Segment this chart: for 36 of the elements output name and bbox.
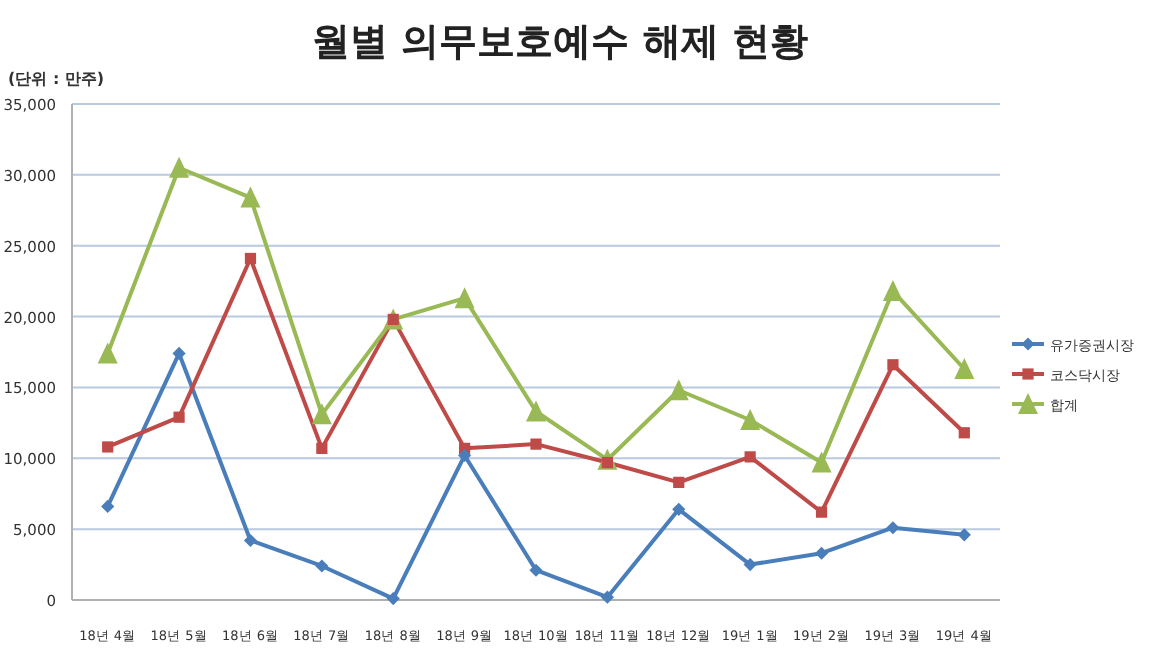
point	[811, 451, 832, 473]
text: (단위 : 만주)	[8, 70, 105, 88]
point	[886, 521, 900, 535]
point	[672, 502, 686, 516]
point	[454, 287, 475, 309]
point	[458, 448, 472, 463]
point	[882, 280, 903, 302]
point	[240, 186, 261, 208]
point	[600, 590, 614, 604]
point	[172, 346, 186, 361]
point	[530, 438, 542, 450]
point	[668, 379, 689, 401]
point	[526, 400, 546, 422]
point	[173, 411, 185, 423]
point	[954, 358, 975, 380]
point	[815, 506, 828, 518]
point	[97, 342, 118, 364]
point	[244, 252, 257, 265]
point	[243, 533, 258, 548]
point	[316, 442, 328, 454]
point	[169, 156, 190, 178]
point	[101, 499, 115, 514]
point	[311, 403, 332, 425]
point	[673, 476, 685, 488]
point	[957, 528, 971, 542]
point	[740, 409, 761, 431]
point	[743, 557, 757, 572]
point	[315, 559, 329, 573]
point	[887, 359, 899, 371]
point	[102, 441, 114, 453]
chart-title: 월별 의무보호예수 해제 현황	[312, 20, 808, 64]
point	[814, 546, 829, 560]
point	[744, 451, 756, 463]
point	[529, 563, 543, 577]
point	[386, 591, 400, 606]
point	[958, 427, 970, 439]
